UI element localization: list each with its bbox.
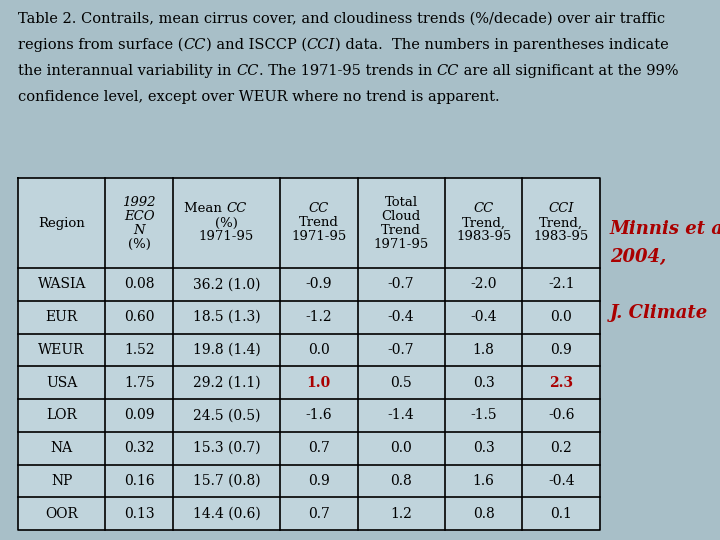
Text: -0.4: -0.4 xyxy=(470,310,497,324)
Text: 0.9: 0.9 xyxy=(550,343,572,357)
Text: 1983-95: 1983-95 xyxy=(456,231,511,244)
Text: 0.8: 0.8 xyxy=(473,507,495,521)
Text: Mean: Mean xyxy=(184,202,227,215)
Text: Trend,: Trend, xyxy=(462,217,505,230)
Text: 0.2: 0.2 xyxy=(550,441,572,455)
Text: USA: USA xyxy=(46,376,77,390)
Text: -0.9: -0.9 xyxy=(305,278,332,292)
Text: ) data.  The numbers in parentheses indicate: ) data. The numbers in parentheses indic… xyxy=(335,38,669,52)
Text: CC: CC xyxy=(227,202,247,215)
Text: 1971-95: 1971-95 xyxy=(374,238,429,251)
Text: -0.6: -0.6 xyxy=(548,408,575,422)
Text: 1.6: 1.6 xyxy=(472,474,495,488)
Text: -1.6: -1.6 xyxy=(305,408,332,422)
Text: are all significant at the 99%: are all significant at the 99% xyxy=(459,64,679,78)
Text: Minnis et al.: Minnis et al. xyxy=(610,220,720,238)
Text: -2.0: -2.0 xyxy=(470,278,497,292)
Text: ) and ISCCP (: ) and ISCCP ( xyxy=(206,38,307,52)
Text: -0.7: -0.7 xyxy=(388,278,415,292)
Text: 19.8 (1.4): 19.8 (1.4) xyxy=(193,343,261,357)
Text: 29.2 (1.1): 29.2 (1.1) xyxy=(193,376,261,390)
Text: . The 1971-95 trends in: . The 1971-95 trends in xyxy=(258,64,436,78)
Text: NA: NA xyxy=(50,441,73,455)
Text: CC: CC xyxy=(184,38,206,52)
Text: 1.8: 1.8 xyxy=(472,343,495,357)
Text: (%): (%) xyxy=(215,217,238,230)
Text: -0.7: -0.7 xyxy=(388,343,415,357)
Text: 0.08: 0.08 xyxy=(124,278,155,292)
Text: 0.60: 0.60 xyxy=(124,310,155,324)
Text: the interannual variability in: the interannual variability in xyxy=(18,64,236,78)
Text: 1983-95: 1983-95 xyxy=(534,231,589,244)
Text: Cloud: Cloud xyxy=(382,210,420,222)
Text: J. Climate: J. Climate xyxy=(610,304,708,322)
Text: EUR: EUR xyxy=(45,310,78,324)
Text: -1.2: -1.2 xyxy=(305,310,332,324)
Text: OOR: OOR xyxy=(45,507,78,521)
Text: -1.4: -1.4 xyxy=(388,408,415,422)
Text: 0.0: 0.0 xyxy=(308,343,330,357)
Text: CC: CC xyxy=(474,202,494,215)
Text: 0.3: 0.3 xyxy=(473,441,495,455)
Text: CC: CC xyxy=(236,64,258,78)
Text: 15.3 (0.7): 15.3 (0.7) xyxy=(193,441,261,455)
Text: Table 2. Contrails, mean cirrus cover, and cloudiness trends (%/decade) over air: Table 2. Contrails, mean cirrus cover, a… xyxy=(18,12,665,26)
Text: Region: Region xyxy=(38,217,85,230)
Text: 0.3: 0.3 xyxy=(473,376,495,390)
Text: ECO: ECO xyxy=(124,210,155,222)
Text: 0.1: 0.1 xyxy=(550,507,572,521)
Text: 0.09: 0.09 xyxy=(124,408,155,422)
Text: 1971-95: 1971-95 xyxy=(199,231,254,244)
Text: 0.0: 0.0 xyxy=(390,441,412,455)
Text: -0.4: -0.4 xyxy=(548,474,575,488)
Text: 15.7 (0.8): 15.7 (0.8) xyxy=(193,474,261,488)
FancyBboxPatch shape xyxy=(18,178,600,530)
Text: Trend: Trend xyxy=(299,217,338,230)
Text: -1.5: -1.5 xyxy=(470,408,497,422)
Text: 1992: 1992 xyxy=(122,195,156,208)
Text: 0.16: 0.16 xyxy=(124,474,155,488)
Text: CC: CC xyxy=(309,202,329,215)
Text: 1.2: 1.2 xyxy=(390,507,412,521)
Text: -0.4: -0.4 xyxy=(388,310,415,324)
Text: -2.1: -2.1 xyxy=(548,278,575,292)
Text: 36.2 (1.0): 36.2 (1.0) xyxy=(193,278,261,292)
Text: 1971-95: 1971-95 xyxy=(291,231,346,244)
Text: 0.9: 0.9 xyxy=(308,474,330,488)
Text: WASIA: WASIA xyxy=(37,278,86,292)
Text: 0.0: 0.0 xyxy=(550,310,572,324)
Text: LOR: LOR xyxy=(46,408,77,422)
Text: 18.5 (1.3): 18.5 (1.3) xyxy=(193,310,261,324)
Text: Total: Total xyxy=(384,195,418,208)
Text: 1.75: 1.75 xyxy=(124,376,155,390)
Text: 0.5: 0.5 xyxy=(390,376,412,390)
Text: (%): (%) xyxy=(128,238,150,251)
Text: 1.52: 1.52 xyxy=(124,343,155,357)
Text: Trend: Trend xyxy=(381,224,421,237)
Text: 1.0: 1.0 xyxy=(307,376,330,390)
Text: 2004,: 2004, xyxy=(610,248,666,266)
Text: NP: NP xyxy=(51,474,72,488)
Text: 0.13: 0.13 xyxy=(124,507,155,521)
Text: CCI: CCI xyxy=(307,38,335,52)
Text: Trend,: Trend, xyxy=(539,217,583,230)
Text: CC: CC xyxy=(436,64,459,78)
Text: 0.32: 0.32 xyxy=(124,441,155,455)
Text: 0.8: 0.8 xyxy=(390,474,412,488)
Text: regions from surface (: regions from surface ( xyxy=(18,38,184,52)
Text: 14.4 (0.6): 14.4 (0.6) xyxy=(193,507,261,521)
Text: confidence level, except over WEUR where no trend is apparent.: confidence level, except over WEUR where… xyxy=(18,90,500,104)
Text: 24.5 (0.5): 24.5 (0.5) xyxy=(193,408,261,422)
Text: CCI: CCI xyxy=(549,202,574,215)
Text: 2.3: 2.3 xyxy=(549,376,573,390)
Text: 0.7: 0.7 xyxy=(307,507,330,521)
Text: WEUR: WEUR xyxy=(38,343,85,357)
Text: N: N xyxy=(133,224,145,237)
Text: 0.7: 0.7 xyxy=(307,441,330,455)
